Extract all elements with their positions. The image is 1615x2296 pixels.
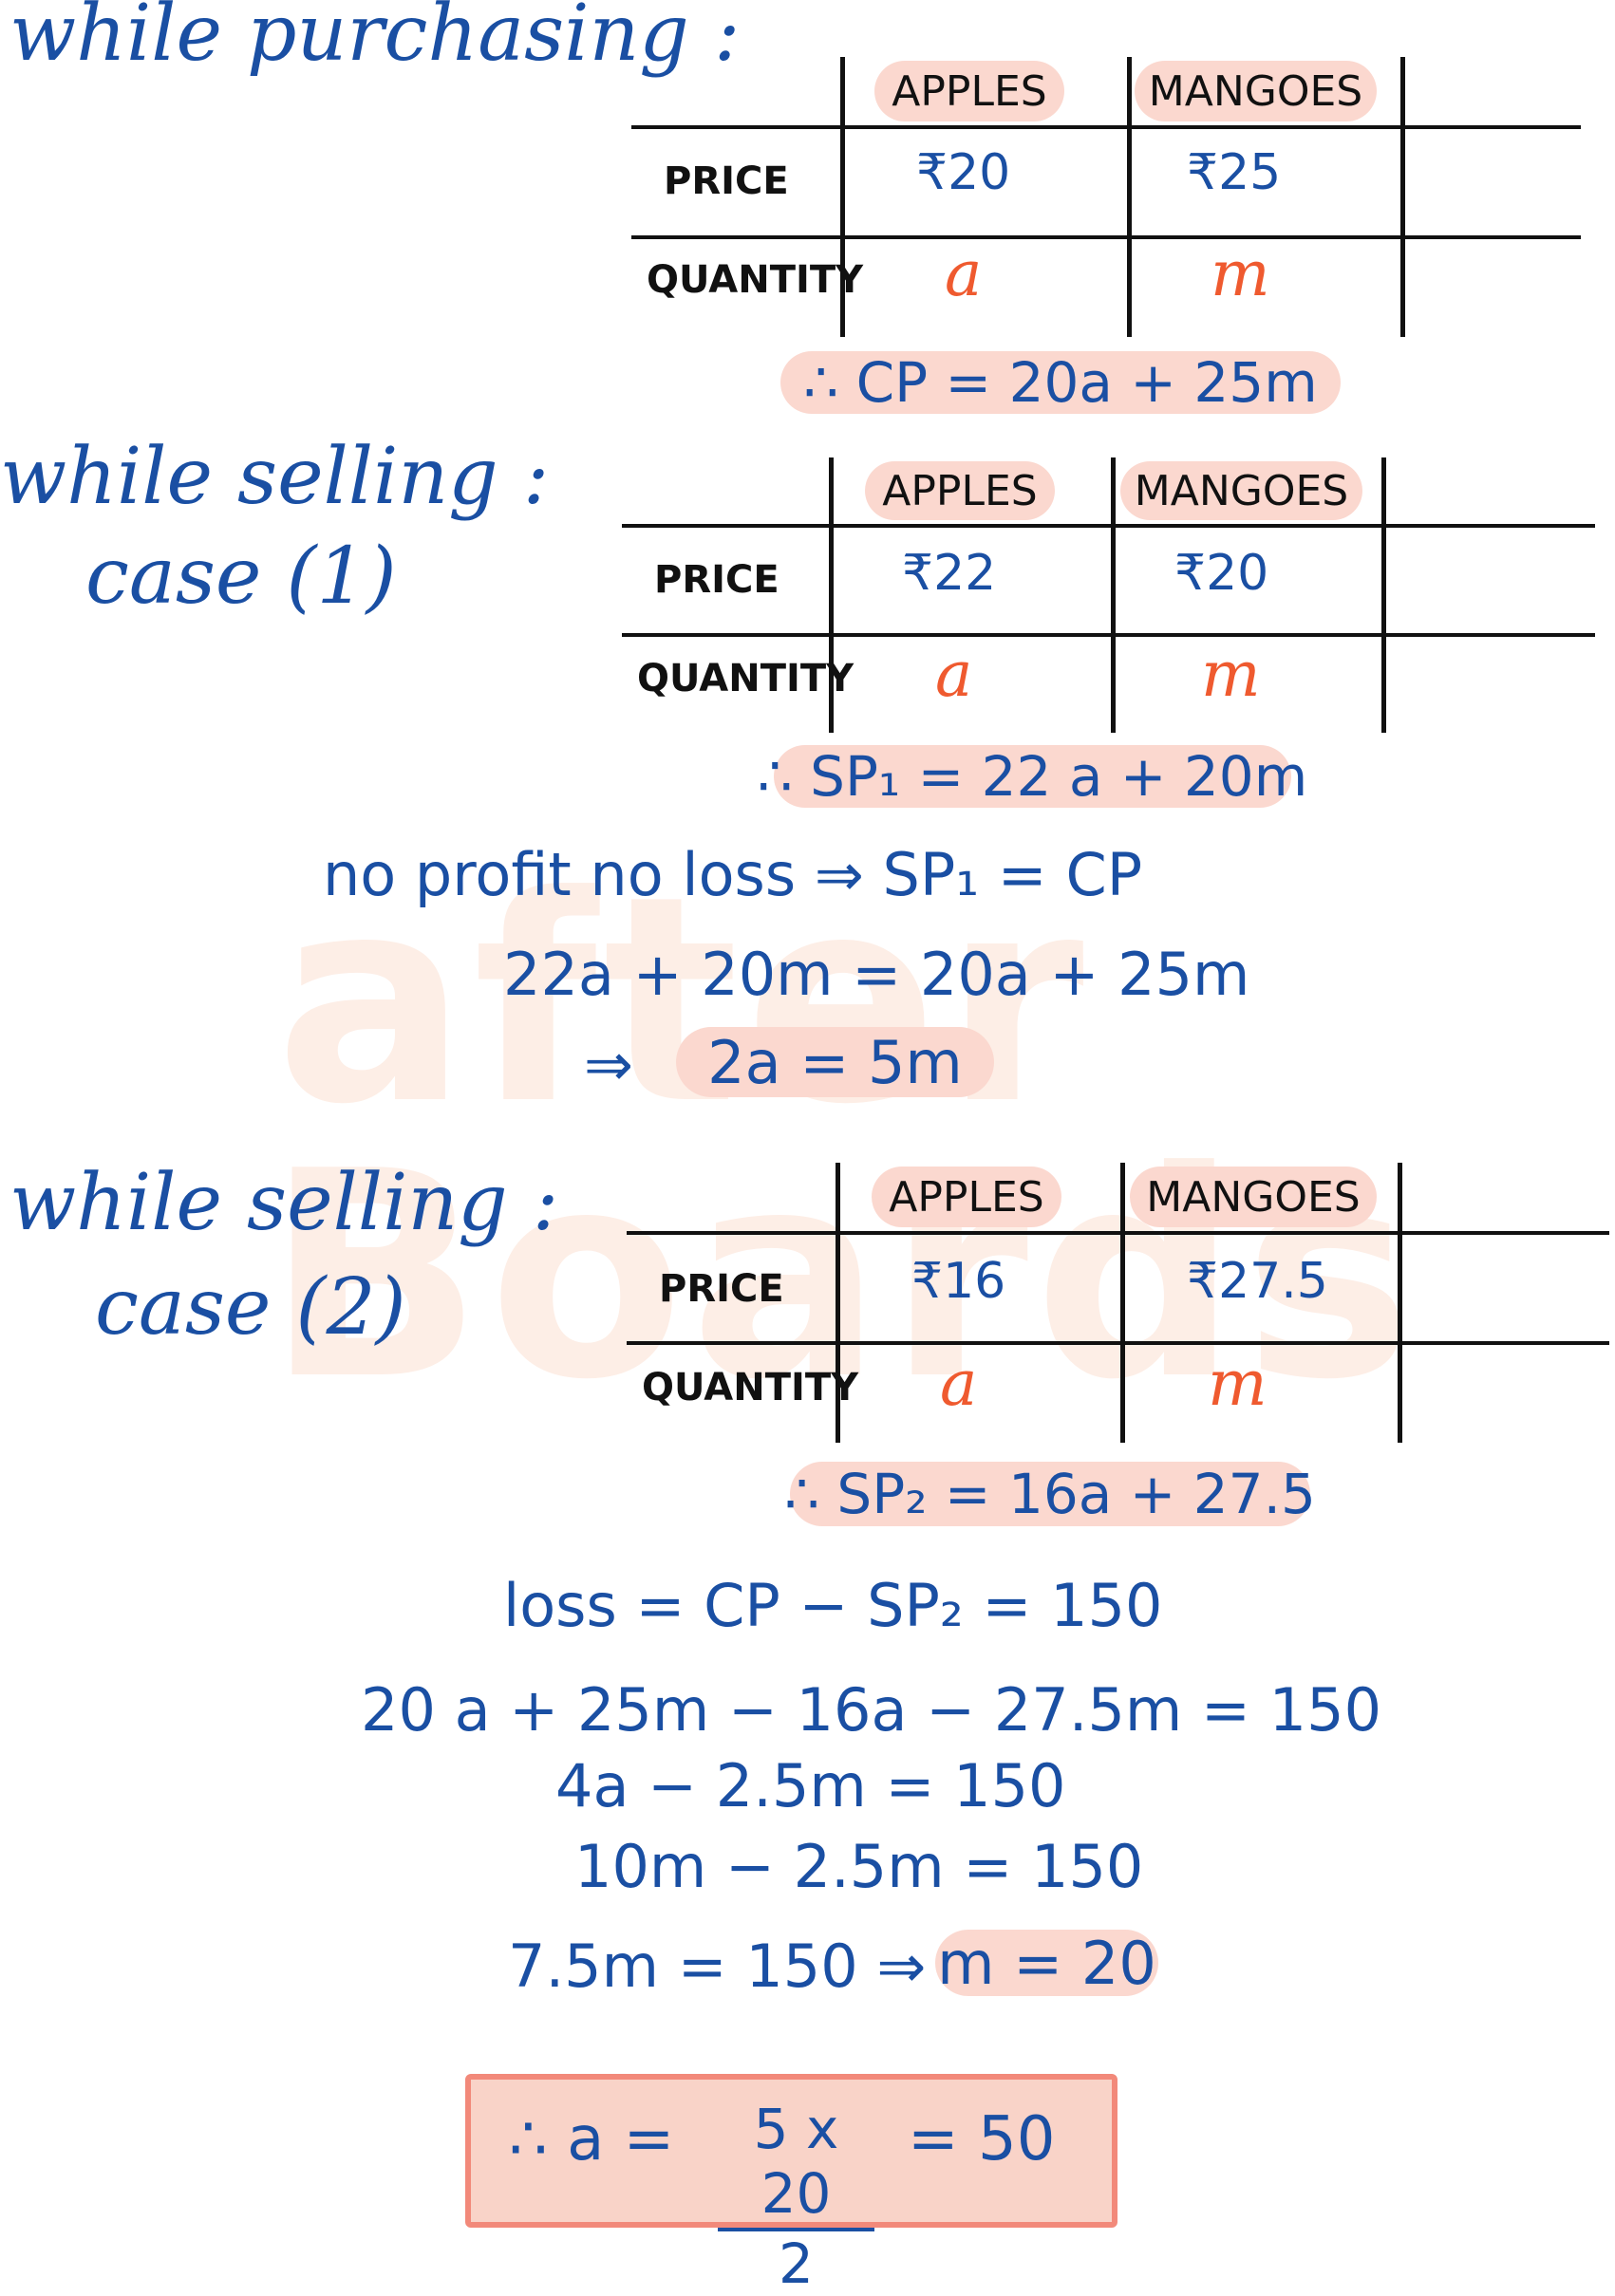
col-header-mangoes: MANGOES [1120,461,1362,520]
row-label-quantity: QUANTITY [642,1366,859,1409]
price-mangoes: ₹25 [1187,144,1282,201]
price-apples: ₹22 [902,545,997,602]
subheading-case-2: case (2) [95,1262,406,1353]
table-row-divider [622,524,1595,528]
price-mangoes: ₹20 [1174,545,1269,602]
quantity-apples: a [945,237,983,310]
step-loss: loss = CP − SP₂ = 150 [503,1571,1163,1640]
table-col-divider [829,457,834,733]
quantity-apples: a [940,1347,978,1420]
step-implies-1: ⇒ [584,1030,633,1099]
table-row-divider [627,1341,1609,1345]
answer-prefix: ∴ a = [509,2104,675,2175]
table-row-divider [627,1231,1609,1235]
table-row-divider [631,235,1581,239]
m-value: m = 20 [935,1929,1158,1998]
price-apples: ₹20 [916,144,1011,201]
row-label-price: PRICE [654,558,779,602]
step-solve-m: 7.5m = 150 ⇒ [508,1932,927,2001]
row-label-quantity: QUANTITY [637,657,854,700]
final-answer-box: ∴ a = 5 x 20 2 = 50 [465,2074,1117,2296]
selling-table-case-2: APPLES MANGOES PRICE QUANTITY ₹16 ₹27.5 … [627,1163,1614,1447]
table-col-divider [1111,457,1116,733]
quantity-apples: a [935,638,973,711]
fraction-denominator: 2 [779,2231,814,2296]
step-substitute: 10m − 2.5m = 150 [574,1832,1144,1901]
col-header-apples: APPLES [865,461,1055,520]
table-col-divider [836,1163,840,1443]
step-simplify: 4a − 2.5m = 150 [555,1751,1066,1820]
table-row-divider [622,633,1595,637]
table-col-divider [1381,457,1386,733]
row-label-price: PRICE [659,1267,784,1311]
sp1-result: ∴ SP₁ = 22 a + 20m [757,744,1308,809]
step-equation-case-1: 22a + 20m = 20a + 25m [503,940,1250,1009]
price-mangoes: ₹27.5 [1187,1253,1328,1310]
col-header-apples: APPLES [872,1167,1061,1227]
purchase-table: APPLES MANGOES PRICE QUANTITY ₹20 ₹25 a … [631,57,1581,342]
step-no-profit-no-loss: no profit no loss ⇒ SP₁ = CP [323,840,1143,909]
heading-purchasing: while purchasing : [9,0,741,79]
relation-2a-5m: 2a = 5m [676,1027,994,1097]
cp-result: ∴ CP = 20a + 25m [780,350,1341,415]
table-col-divider [1120,1163,1125,1443]
quantity-mangoes: m [1211,237,1270,310]
fraction-numerator: 5 x 20 [718,2097,874,2231]
table-col-divider [1127,57,1132,337]
heading-selling-1: while selling : [0,432,550,522]
col-header-mangoes: MANGOES [1135,61,1377,121]
table-row-divider [631,125,1581,129]
row-label-price: PRICE [664,159,789,203]
price-apples: ₹16 [911,1253,1006,1310]
row-label-quantity: QUANTITY [647,258,864,302]
sp2-result: ∴ SP₂ = 16a + 27.5 [784,1462,1316,1526]
quantity-mangoes: m [1208,1347,1268,1420]
step-expand: 20 a + 25m − 16a − 27.5m = 150 [361,1675,1382,1745]
col-header-apples: APPLES [874,61,1064,121]
selling-table-case-1: APPLES MANGOES PRICE QUANTITY ₹22 ₹20 a … [622,457,1600,742]
answer-result: = 50 [908,2104,1056,2175]
table-col-divider [840,57,845,337]
table-col-divider [1400,57,1405,337]
subheading-case-1: case (1) [85,532,397,622]
watermark-after: after [275,835,1090,1167]
col-header-mangoes: MANGOES [1130,1167,1377,1227]
heading-selling-2: while selling : [9,1158,559,1248]
quantity-mangoes: m [1201,638,1261,711]
table-col-divider [1398,1163,1402,1443]
answer-fraction: 5 x 20 2 [718,2097,874,2296]
